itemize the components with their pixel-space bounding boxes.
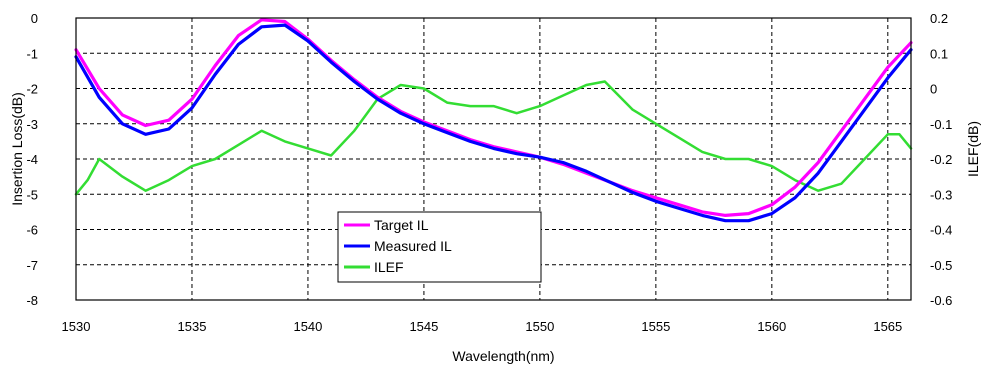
y2-tick-label: 0.1 — [930, 46, 948, 61]
x-tick-label: 1530 — [62, 319, 91, 334]
series-line-measured-il — [74, 23, 913, 223]
x-tick-label: 1545 — [409, 319, 438, 334]
y-tick-label: -8 — [26, 293, 38, 308]
x-tick-label: 1555 — [641, 319, 670, 334]
y2-tick-label: -0.1 — [930, 117, 952, 132]
y2-tick-label: -0.6 — [930, 293, 952, 308]
y-tick-label: -5 — [26, 187, 38, 202]
series-line-ilef — [74, 80, 913, 196]
x-axis-title: Wavelength(nm) — [452, 348, 554, 364]
series-line-target-il — [74, 18, 913, 217]
y2-tick-label: 0 — [930, 82, 937, 97]
y-tick-label: -4 — [26, 152, 38, 167]
y2-tick-label: -0.3 — [930, 187, 952, 202]
legend-box — [337, 211, 542, 283]
y-tick-label: -2 — [26, 82, 38, 97]
y-tick-label: -1 — [26, 46, 38, 61]
y-axis-title: Insertion Loss(dB) — [9, 92, 25, 206]
legend-label: Measured IL — [374, 238, 452, 254]
x-tick-label: 1535 — [178, 319, 207, 334]
grid — [76, 18, 911, 300]
y2-tick-label: -0.5 — [930, 258, 952, 273]
y-tick-label: -6 — [26, 223, 38, 238]
y-tick-label: -7 — [26, 258, 38, 273]
legend-label: Target IL — [374, 217, 429, 233]
y2-tick-label: 0.2 — [930, 11, 948, 26]
tick-labels: 1530 1535 1540 1545 1550 1555 1560 1565 0 -1 -2 -3 -… — [26, 11, 952, 334]
x-tick-label: 1565 — [873, 319, 902, 334]
y2-axis-title: ILEF(dB) — [965, 121, 981, 177]
legend: Target IL Measured IL ILEF — [337, 211, 542, 283]
y-tick-label: 0 — [31, 11, 38, 26]
x-tick-label: 1560 — [757, 319, 786, 334]
plot-frame — [75, 17, 912, 301]
x-tick-label: 1540 — [293, 319, 322, 334]
y2-tick-label: -0.4 — [930, 223, 952, 238]
x-tick-label: 1550 — [525, 319, 554, 334]
legend-label: ILEF — [374, 259, 404, 275]
y-tick-label: -3 — [26, 117, 38, 132]
series-layer — [74, 18, 913, 223]
y2-tick-label: -0.2 — [930, 152, 952, 167]
